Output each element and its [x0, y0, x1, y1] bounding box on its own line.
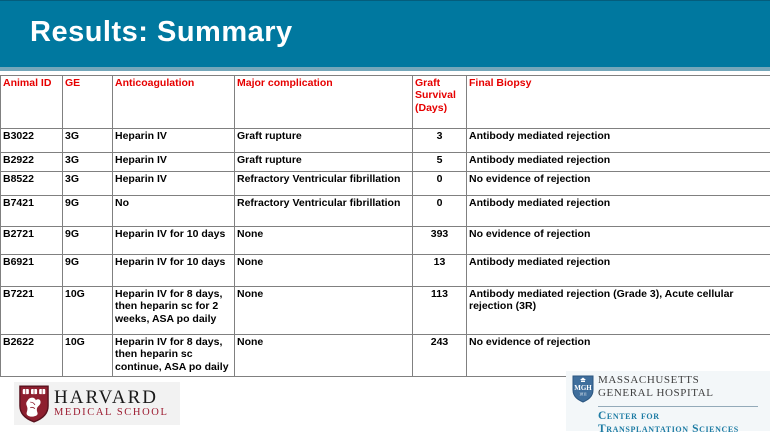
table-cell: 9G	[63, 227, 113, 255]
table-cell: B7221	[1, 287, 63, 335]
table-cell: B3022	[1, 129, 63, 153]
table-cell: 3G	[63, 153, 113, 172]
slide-title: Results: Summary	[0, 1, 770, 49]
harvard-shield-icon	[19, 385, 49, 423]
table-cell: 3	[413, 129, 467, 153]
mgh-divider	[598, 406, 758, 407]
mgh-center-logo: MGH 1811 MASSACHUSETTS GENERAL HOSPITAL …	[566, 371, 770, 431]
table-cell: 113	[413, 287, 467, 335]
table-cell: 0	[413, 172, 467, 196]
table-cell: Heparin IV for 10 days	[113, 227, 235, 255]
table-cell: None	[235, 255, 413, 287]
table-cell: 10G	[63, 287, 113, 335]
table-cell: None	[235, 227, 413, 255]
table-cell: Antibody mediated rejection (Grade 3), A…	[467, 287, 770, 335]
mgh-name-line2: GENERAL HOSPITAL	[598, 387, 714, 400]
column-header: Graft Survival (Days)	[413, 76, 467, 129]
svg-text:1811: 1811	[579, 392, 587, 397]
table-cell: Antibody mediated rejection	[467, 153, 770, 172]
table-cell: 10G	[63, 335, 113, 377]
table-cell: Refractory Ventricular fibrillation	[235, 172, 413, 196]
table-cell: B2721	[1, 227, 63, 255]
table-cell: Antibody mediated rejection	[467, 129, 770, 153]
table-cell: None	[235, 287, 413, 335]
column-header: GE	[63, 76, 113, 129]
mgh-name-line1: MASSACHUSETTS	[598, 374, 714, 387]
table-cell: 243	[413, 335, 467, 377]
table-cell: Heparin IV for 10 days	[113, 255, 235, 287]
table-cell: Heparin IV	[113, 129, 235, 153]
table-cell: Heparin IV for 8 days, then heparin sc c…	[113, 335, 235, 377]
harvard-subtitle: MEDICAL SCHOOL	[54, 407, 168, 419]
column-header: Final Biopsy	[467, 76, 770, 129]
table-cell: B8522	[1, 172, 63, 196]
table-cell: No	[113, 196, 235, 227]
table-cell: Heparin IV	[113, 153, 235, 172]
table-cell: Refractory Ventricular fibrillation	[235, 196, 413, 227]
table-cell: 3G	[63, 172, 113, 196]
table-cell: Graft rupture	[235, 129, 413, 153]
table-cell: 3G	[63, 129, 113, 153]
table-cell: 5	[413, 153, 467, 172]
table-cell: B2622	[1, 335, 63, 377]
column-header: Anticoagulation	[113, 76, 235, 129]
table-cell: Antibody mediated rejection	[467, 255, 770, 287]
table-cell: No evidence of rejection	[467, 172, 770, 196]
table-cell: 9G	[63, 255, 113, 287]
table-cell: 13	[413, 255, 467, 287]
title-band-accent	[0, 67, 770, 71]
column-header: Major complication	[235, 76, 413, 129]
table-cell: 0	[413, 196, 467, 227]
harvard-medical-school-logo: HARVARD MEDICAL SCHOOL	[14, 382, 180, 425]
table-cell: Heparin IV for 8 days, then heparin sc f…	[113, 287, 235, 335]
table-cell: B6921	[1, 255, 63, 287]
table-cell: Graft rupture	[235, 153, 413, 172]
table-cell: B2922	[1, 153, 63, 172]
mgh-shield-icon: MGH 1811	[572, 375, 594, 403]
harvard-wordmark: HARVARD	[54, 388, 168, 407]
table-cell: 9G	[63, 196, 113, 227]
mgh-center-line1: Center for	[598, 410, 770, 423]
mgh-center-line2: Transplantation Sciences	[598, 423, 770, 436]
table-cell: B7421	[1, 196, 63, 227]
table-cell: Heparin IV	[113, 172, 235, 196]
table-cell: No evidence of rejection	[467, 227, 770, 255]
table-cell: Antibody mediated rejection	[467, 196, 770, 227]
table-cell: 393	[413, 227, 467, 255]
column-header: Animal ID	[1, 76, 63, 129]
title-band: Results: Summary	[0, 0, 770, 67]
table-cell: None	[235, 335, 413, 377]
